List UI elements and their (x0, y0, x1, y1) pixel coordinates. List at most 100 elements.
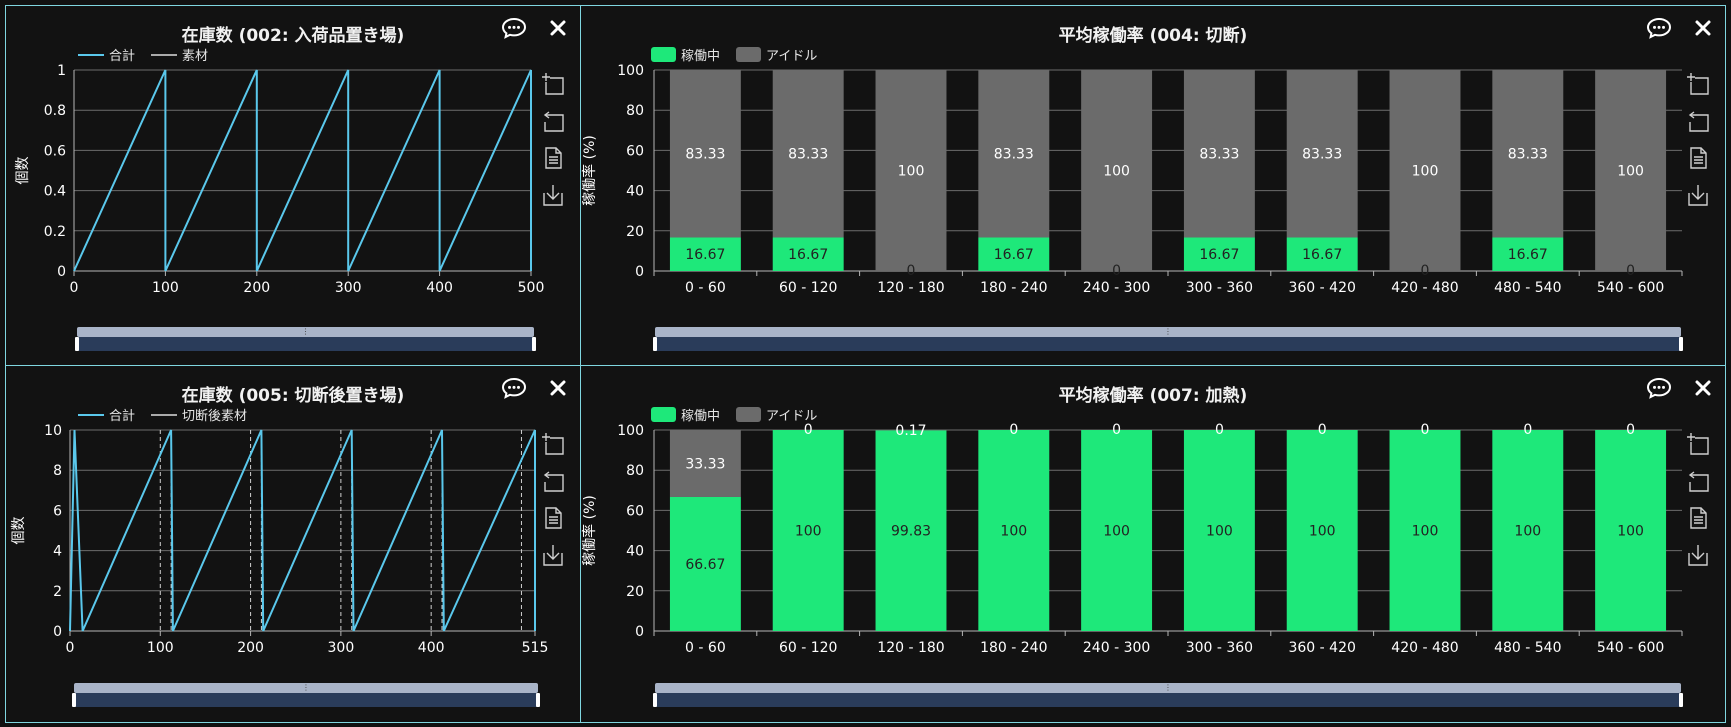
comment-button[interactable] (1644, 376, 1674, 404)
x-tick-label: 0 (70, 280, 79, 296)
save-image-button[interactable] (539, 181, 567, 209)
data-label: 100 (1103, 524, 1130, 540)
data-zoom-slider[interactable]: ⋮ (653, 327, 1683, 351)
y-tick-label: 100 (617, 63, 644, 79)
data-zoom-slider[interactable]: ⋮ (72, 683, 540, 707)
x-tick-label: 180 - 240 (980, 280, 1047, 296)
x-tick-label: 200 (237, 640, 264, 656)
reset-button[interactable] (539, 467, 567, 495)
data-label: 83.33 (1302, 147, 1342, 163)
close-button[interactable] (543, 376, 573, 404)
x-tick-label: 100 (152, 280, 179, 296)
bar-segment (978, 70, 1050, 238)
data-zoom-slider[interactable]: ⋮ (75, 327, 536, 351)
comment-button[interactable] (499, 376, 529, 404)
y-tick-label: 0.2 (44, 224, 66, 240)
slider-handle-left[interactable] (75, 337, 79, 351)
y-tick-label: 40 (626, 544, 644, 560)
reset-icon (543, 111, 564, 132)
reset-button[interactable] (1684, 467, 1712, 495)
zoom-button[interactable] (1684, 430, 1712, 458)
legend-item[interactable]: アイドル (736, 45, 817, 64)
bar-segment (1081, 70, 1153, 271)
bar-segment (1183, 430, 1255, 631)
close-button[interactable] (543, 16, 573, 44)
data-view-button[interactable] (539, 504, 567, 532)
zoom-button[interactable] (539, 430, 567, 458)
slider-handle-right[interactable] (1679, 337, 1683, 351)
legend-item[interactable]: アイドル (736, 405, 817, 424)
y-tick-label: 1 (57, 63, 66, 79)
bar-segment (1492, 430, 1564, 631)
x-tick-label: 360 - 420 (1288, 280, 1355, 296)
data-label: 100 (1412, 524, 1439, 540)
zoom-icon (542, 433, 564, 455)
legend-swatch (736, 407, 762, 422)
slider-handle-left[interactable] (72, 693, 76, 707)
save-image-button[interactable] (1684, 181, 1712, 209)
chart-title: 平均稼働率 (004: 切断) (1058, 26, 1248, 46)
legend-label: 素材 (182, 49, 209, 64)
close-button[interactable] (1688, 16, 1718, 44)
panel-stock-002: 在庫数 (002: 入荷品置き場) 合計 素材 0 0.2 0.4 0.6 0.8 1 0 1… (5, 5, 581, 366)
slider-handle-left[interactable] (653, 693, 657, 707)
legend-label: 稼働中 (681, 49, 721, 64)
bar-segment (669, 70, 741, 238)
y-tick-label: 20 (626, 584, 644, 600)
data-view-button[interactable] (1684, 144, 1712, 172)
y-tick-label: 0.8 (44, 103, 66, 119)
slider-grip-icon: ⋮ (301, 327, 310, 336)
slider-handle-right[interactable] (536, 693, 540, 707)
data-label: 100 (1617, 164, 1644, 180)
legend-swatch (151, 413, 178, 416)
zoom-button[interactable] (539, 70, 567, 98)
legend-label: 合計 (109, 409, 136, 424)
data-view-button[interactable] (539, 144, 567, 172)
zoom-button[interactable] (1684, 70, 1712, 98)
data-label: 0 (1112, 263, 1121, 279)
comment-button[interactable] (1644, 16, 1674, 44)
reset-button[interactable] (539, 107, 567, 135)
x-tick-label: 300 - 360 (1186, 280, 1253, 296)
legend: 合計 素材 (78, 45, 216, 64)
legend-item[interactable]: 稼働中 (651, 405, 720, 424)
comment-button[interactable] (499, 16, 529, 44)
data-label: 0 (1523, 422, 1532, 438)
data-view-button[interactable] (1684, 504, 1712, 532)
reset-button[interactable] (1684, 107, 1712, 135)
legend-item[interactable]: 合計 (78, 45, 135, 64)
y-tick-label: 40 (626, 184, 644, 200)
zoom-icon (1687, 73, 1709, 95)
save-image-button[interactable] (539, 541, 567, 569)
slider-handle-left[interactable] (653, 337, 657, 351)
legend-item[interactable]: 素材 (151, 45, 208, 64)
y-axis-label: 個数 (15, 157, 31, 185)
zoom-icon (542, 73, 564, 95)
data-zoom-slider[interactable]: ⋮ (653, 683, 1683, 707)
data-label: 16.67 (1508, 247, 1548, 263)
data-label: 100 (1617, 524, 1644, 540)
bar-segment (1183, 237, 1255, 271)
y-tick-label: 60 (626, 503, 644, 519)
y-tick-label: 0 (57, 264, 66, 280)
legend-item[interactable]: 切断後素材 (151, 405, 247, 424)
slider-handle-right[interactable] (532, 337, 536, 351)
legend-item[interactable]: 合計 (78, 405, 135, 424)
save-image-icon (543, 185, 563, 206)
close-button[interactable] (1688, 376, 1718, 404)
bar-segment (669, 430, 741, 497)
bar-segment (1286, 70, 1358, 238)
x-tick-label: 500 (518, 280, 545, 296)
data-label: 16.67 (1199, 247, 1239, 263)
bar-segment (1595, 70, 1667, 271)
bar-segment (1492, 237, 1564, 271)
data-label: 100 (1103, 164, 1130, 180)
data-label: 0 (1318, 422, 1327, 438)
legend-item[interactable]: 稼働中 (651, 45, 720, 64)
data-label: 100 (1206, 524, 1233, 540)
data-view-icon (545, 147, 562, 169)
bar-segment (875, 70, 947, 271)
x-tick-label: 480 - 540 (1494, 640, 1561, 656)
slider-handle-right[interactable] (1679, 693, 1683, 707)
save-image-button[interactable] (1684, 541, 1712, 569)
